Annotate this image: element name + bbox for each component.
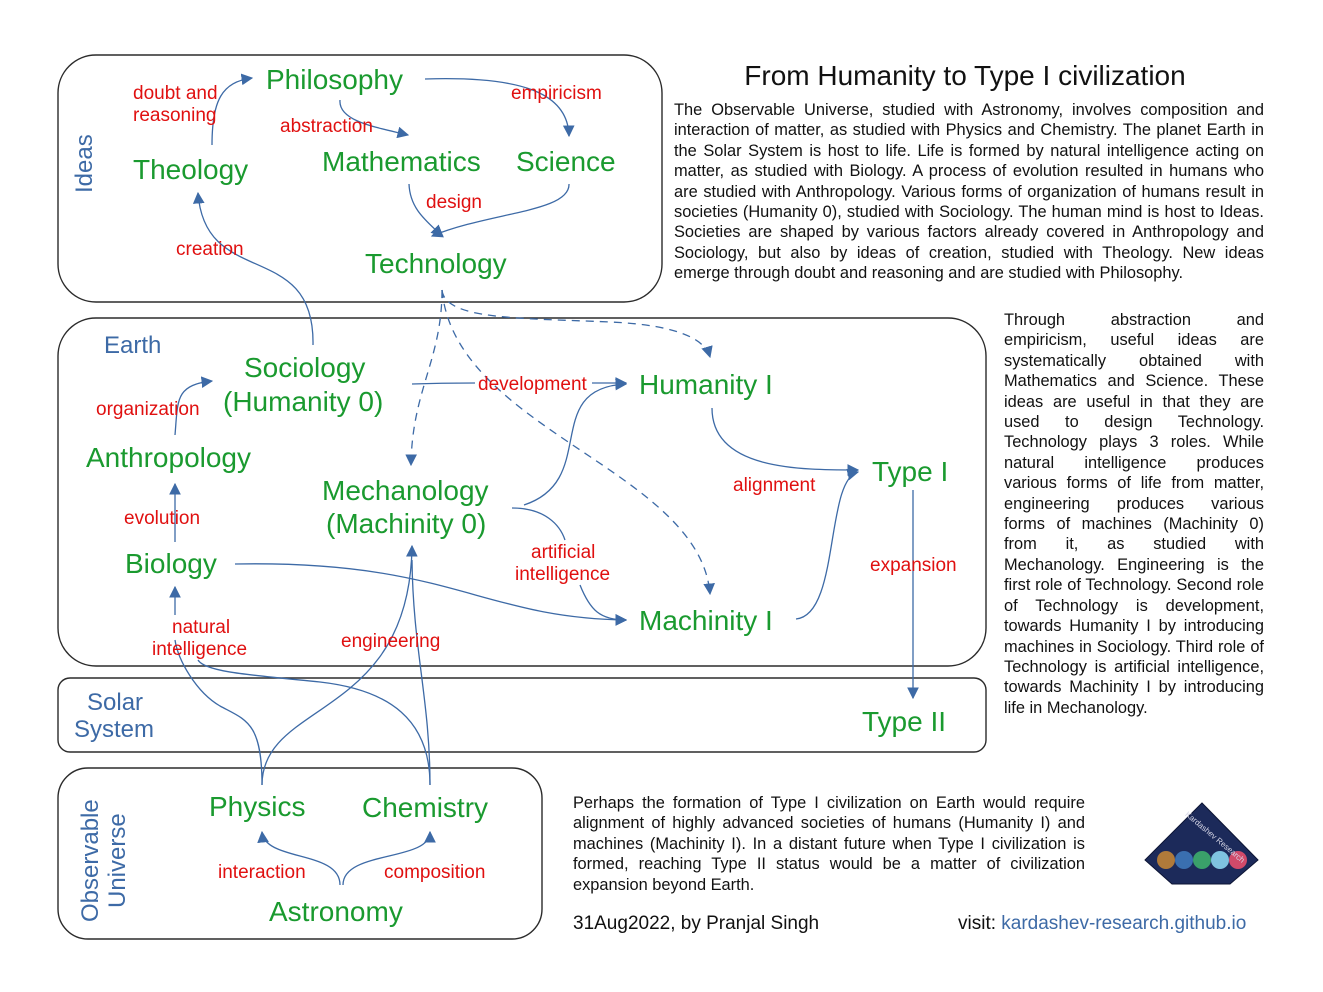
rel-creation: creation [176, 239, 244, 260]
date-author: 31Aug2022, by Pranjal Singh [573, 913, 820, 934]
node-mechanology: Mechanology [322, 475, 489, 506]
edge-astronomy-chemistry [342, 830, 436, 886]
edge-theology-philosophy [211, 73, 254, 146]
kardashev-research-logo: Kardashev Research [1144, 802, 1259, 885]
edge-mechanology-ai [511, 507, 566, 541]
edge-anthropology-sociology [174, 376, 214, 436]
website-link[interactable]: kardashev-research.github.io [1001, 913, 1247, 934]
node-humanity1: Humanity I [639, 369, 773, 400]
earth-region-box [57, 317, 987, 667]
node-technology: Technology [365, 248, 507, 279]
node-theology: Theology [133, 154, 248, 185]
page-title: From Humanity to Type I civilization [744, 60, 1186, 91]
rel-composition: composition [384, 862, 485, 883]
node-type1: Type I [872, 456, 948, 487]
edge-sociology-theology [192, 191, 314, 346]
edges [169, 73, 919, 886]
rel-design: design [426, 192, 482, 213]
edge-science-technology [430, 183, 570, 238]
ideas-region-label: Ideas [71, 134, 98, 193]
node-biology: Biology [125, 548, 217, 579]
rel-interaction: interaction [218, 862, 306, 883]
paragraph-technology: Through abstraction and empiricism, usef… [1004, 311, 1264, 717]
node-physics: Physics [209, 791, 305, 822]
node-sociology: Sociology [244, 352, 365, 383]
edge-chemistry-mechanology [411, 559, 431, 786]
rel-natural: natural [172, 617, 230, 638]
edge-mechanology-humanity1 [523, 378, 628, 506]
edge-sociology-development [411, 382, 476, 385]
rel-doubt: doubt and [133, 83, 218, 104]
rel-natural-2: intelligence [152, 639, 247, 660]
node-anthropology: Anthropology [86, 442, 251, 473]
paragraph-intro: The Observable Universe, studied with As… [674, 101, 1264, 283]
edge-ai-machinity1 [579, 584, 628, 626]
edge-physics-biology [174, 639, 263, 786]
solar-region-label-2: System [74, 716, 154, 743]
node-mathematics: Mathematics [322, 146, 481, 177]
rel-abstraction: abstraction [280, 116, 373, 137]
rel-organization: organization [96, 399, 200, 420]
universe-region-label: Observable [77, 799, 104, 922]
rel-development: development [478, 374, 588, 395]
rel-doubt-2: reasoning [133, 105, 216, 126]
footer-visit: visit: kardashev-research.github.io [958, 913, 1246, 935]
edge-technology-mechanology [405, 289, 443, 467]
rel-empiricism: empiricism [511, 83, 602, 104]
edge-humanity1-type1 [711, 407, 860, 476]
paragraph-type1: Perhaps the formation of Type I civiliza… [573, 794, 1085, 894]
edge-technology-humanity1 [441, 289, 713, 359]
edge-philosophy-mathematics [339, 99, 410, 139]
node-mechanology-sub: (Machinity 0) [326, 508, 486, 539]
node-chemistry: Chemistry [362, 792, 488, 823]
rel-engineering: engineering [341, 631, 440, 652]
rel-expansion: expansion [870, 555, 957, 576]
edge-philosophy-science [424, 78, 575, 138]
ideas-region-box [57, 54, 663, 303]
universe-region-label-2: Universe [104, 813, 131, 908]
rel-artificial-2: intelligence [515, 564, 610, 585]
edge-physics-mechanology [261, 544, 418, 786]
edge-biology-machinity1 [234, 563, 628, 626]
node-machinity1: Machinity I [639, 605, 773, 636]
node-astronomy: Astronomy [269, 896, 403, 927]
rel-alignment: alignment [733, 475, 816, 496]
edge-chemistry-biology [197, 659, 431, 786]
node-philosophy: Philosophy [266, 64, 403, 95]
node-sociology-sub: (Humanity 0) [223, 386, 383, 417]
observable-universe-region-box [57, 767, 543, 940]
rel-evolution: evolution [124, 508, 200, 529]
earth-region-label: Earth [104, 332, 161, 359]
rel-artificial: artificial [531, 542, 595, 563]
edge-astronomy-physics [257, 830, 341, 886]
edge-machinity1-type1 [795, 468, 860, 620]
node-type2: Type II [862, 706, 946, 737]
solar-region-label: Solar [87, 689, 143, 716]
node-science: Science [516, 146, 616, 177]
edge-technology-machinity1 [441, 289, 715, 596]
visit-label: visit: [958, 913, 1002, 934]
solar-system-region-box [57, 677, 987, 753]
